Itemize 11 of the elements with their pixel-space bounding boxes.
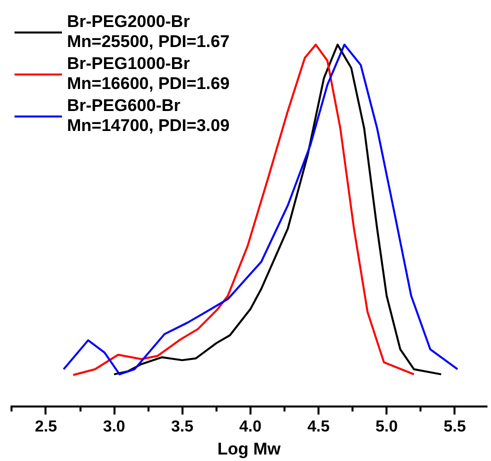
legend-label: Br-PEG600-Br Mn=14700, PDI=3.09 <box>67 96 230 136</box>
x-tick-label: 4.0 <box>239 418 262 436</box>
x-tick-label: 5.0 <box>376 418 398 436</box>
x-tick-label: 3.5 <box>171 418 194 436</box>
x-tick-label: 4.5 <box>307 418 330 436</box>
legend-label: Br-PEG1000-Br Mn=16600, PDI=1.69 <box>67 54 230 94</box>
x-tick-label: 3.0 <box>102 418 126 436</box>
x-tick-label: 2.5 <box>34 418 58 436</box>
legend-label: Br-PEG2000-Br Mn=25500, PDI=1.67 <box>67 12 230 52</box>
x-axis-title: Log Mw <box>217 440 282 458</box>
x-tick-label: 5.5 <box>444 418 466 436</box>
